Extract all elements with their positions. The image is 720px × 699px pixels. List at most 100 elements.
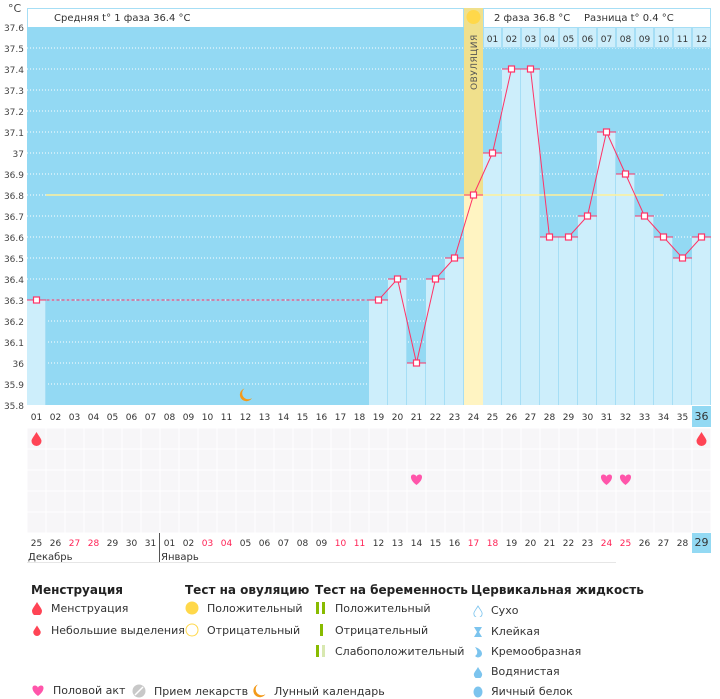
phase2-day-cell	[540, 27, 559, 48]
cycle-day-label: 03	[69, 413, 80, 423]
marker-cell	[65, 449, 84, 470]
phase2-day-label: 05	[563, 35, 574, 45]
date-label: 31	[145, 539, 156, 549]
marker-cell	[388, 428, 407, 449]
temperature-chart: °C Средняя t° 1 фаза 36.4 °C 2 фаза 36.8 °…	[4, 2, 711, 563]
phase2-day-cell	[616, 27, 635, 48]
legend-menstruation-title: Менструация	[31, 583, 123, 597]
phase2-day-cell	[597, 27, 616, 48]
date-label: 09	[316, 539, 328, 549]
y-tick-label: 36.8	[4, 192, 24, 202]
marker-cell	[179, 491, 198, 512]
cycle-day-label: 29	[563, 413, 575, 423]
temperature-bar	[616, 174, 635, 405]
marker-cell	[103, 512, 122, 533]
marker-cell	[350, 428, 369, 449]
cycle-day-label: 04	[88, 413, 100, 423]
y-tick-label: 37.3	[4, 87, 24, 97]
temperature-line-segment	[454, 194, 474, 259]
cycle-day-label: 15	[297, 413, 308, 423]
legend-label: Небольшие выделения	[51, 623, 185, 637]
temperature-bar	[559, 237, 578, 405]
marker-cell	[27, 491, 46, 512]
marker-cell	[293, 491, 312, 512]
marker-cell	[388, 449, 407, 470]
marker-cell	[198, 428, 217, 449]
temperature-bar	[540, 237, 559, 405]
marker-cell	[692, 491, 711, 512]
cycle-day-label: 24	[468, 413, 480, 423]
marker-cell	[369, 470, 388, 491]
pill-icon	[132, 684, 146, 698]
marker-cell	[654, 449, 673, 470]
y-tick-label: 36.3	[4, 297, 24, 307]
temperature-point	[564, 233, 573, 241]
phase2-day-label: 06	[582, 35, 594, 45]
marker-cell	[312, 470, 331, 491]
temperature-point	[659, 233, 668, 241]
marker-cell	[502, 491, 521, 512]
temperature-point	[678, 254, 687, 262]
legend-label: Клейкая	[491, 625, 540, 638]
phase2-day-label: 09	[639, 35, 651, 45]
marker-cell	[122, 449, 141, 470]
marker-cell	[27, 449, 46, 470]
empty-circle-icon	[185, 623, 199, 637]
marker-cell	[559, 428, 578, 449]
marker-cell	[616, 449, 635, 470]
ovulation-column-lower	[464, 195, 483, 405]
temperature-point	[450, 254, 459, 262]
temperature-point	[507, 65, 516, 73]
marker-cell	[179, 470, 198, 491]
cycle-day-label: 19	[373, 413, 385, 423]
marker-cell	[122, 512, 141, 533]
marker-cell	[521, 470, 540, 491]
phase2-day-label: 08	[620, 35, 632, 45]
legend-label: Менструация	[51, 601, 129, 615]
y-tick-label: 37	[13, 150, 24, 160]
temperature-bar	[635, 216, 654, 405]
marker-cell	[540, 512, 559, 533]
marker-cell	[331, 470, 350, 491]
phase2-day-cell	[559, 27, 578, 48]
marker-cell	[540, 491, 559, 512]
marker-cell	[369, 449, 388, 470]
phase2-day-cell	[521, 27, 540, 48]
temperature-line-segment	[416, 278, 436, 364]
y-tick-label: 36	[13, 360, 25, 370]
marker-cell	[673, 491, 692, 512]
marker-cell	[198, 491, 217, 512]
marker-cell	[559, 491, 578, 512]
marker-cell	[236, 512, 255, 533]
marker-cell	[160, 428, 179, 449]
phase2-day-label: 03	[525, 35, 536, 45]
temperature-bar	[597, 132, 616, 405]
marker-cell	[483, 470, 502, 491]
phase2-day-cell	[502, 27, 521, 48]
marker-cell	[350, 512, 369, 533]
ovulation-sun-icon	[466, 10, 481, 24]
marker-cell	[521, 428, 540, 449]
temperature-line-segment	[492, 68, 512, 154]
marker-cell	[445, 449, 464, 470]
marker-cell	[426, 428, 445, 449]
marker-cell	[369, 428, 388, 449]
marker-cell	[388, 491, 407, 512]
watery-drop-icon	[473, 666, 483, 678]
temperature-bar	[369, 300, 388, 405]
marker-cell	[236, 491, 255, 512]
temperature-bar	[692, 237, 711, 405]
marker-cell	[426, 470, 445, 491]
temperature-bar	[578, 216, 597, 405]
marker-cell	[540, 449, 559, 470]
marker-cell	[179, 512, 198, 533]
temperature-point	[412, 359, 421, 367]
marker-cell	[103, 449, 122, 470]
marker-cell	[407, 512, 426, 533]
heart-shape	[619, 474, 632, 485]
marker-cell	[578, 449, 597, 470]
marker-cell	[578, 512, 597, 533]
marker-cell	[350, 449, 369, 470]
date-label: 27	[69, 539, 80, 549]
marker-cell	[426, 449, 445, 470]
